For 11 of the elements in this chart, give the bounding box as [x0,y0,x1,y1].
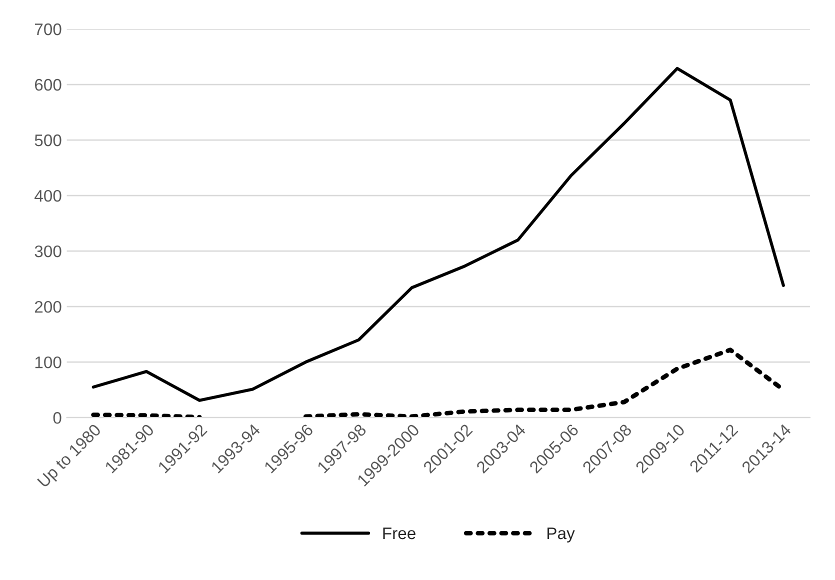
y-tick-label: 300 [34,245,62,258]
y-tick-label: 400 [34,190,62,202]
y-tick-label: 200 [34,300,62,313]
y-tick-label: 700 [34,23,62,36]
y-tick-label: 500 [34,134,62,146]
y-tick-label: 600 [34,78,62,91]
y-tick-label: 100 [35,356,62,368]
line-series [92,66,785,402]
legend-label: Free [383,528,416,540]
legend-label: Pay [548,528,575,542]
y-tick-label: 0 [53,412,62,424]
